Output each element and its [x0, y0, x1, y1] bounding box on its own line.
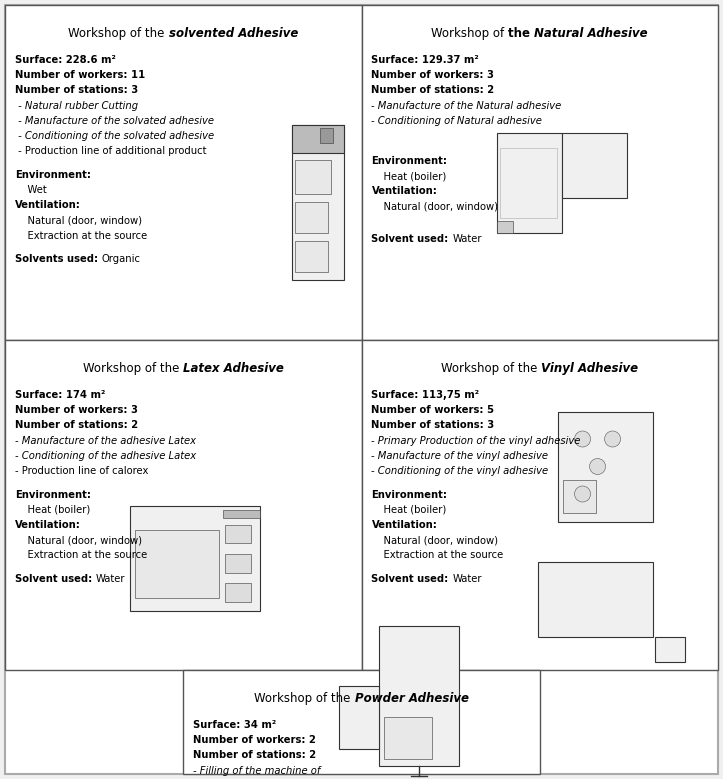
- Bar: [225, 583, 251, 602]
- Text: Surface: 174 m²: Surface: 174 m²: [15, 390, 106, 400]
- Text: - Production line of additional product: - Production line of additional product: [15, 146, 207, 157]
- Circle shape: [589, 459, 606, 474]
- Text: Surface: 113,75 m²: Surface: 113,75 m²: [372, 390, 479, 400]
- Circle shape: [575, 431, 591, 447]
- Text: Latex Adhesive: Latex Adhesive: [183, 362, 283, 375]
- Text: Environment:: Environment:: [372, 156, 448, 166]
- Text: Number of stations: 3: Number of stations: 3: [15, 86, 138, 95]
- Text: Solvent used:: Solvent used:: [372, 234, 453, 244]
- Text: - Filling of the machine of: - Filling of the machine of: [193, 766, 320, 776]
- Text: Surface: 34 m²: Surface: 34 m²: [193, 720, 276, 730]
- Text: Surface: 228.6 m²: Surface: 228.6 m²: [15, 55, 116, 65]
- Text: Extraction at the source: Extraction at the source: [15, 550, 147, 560]
- Text: - Manufacture of the vinyl adhesive: - Manufacture of the vinyl adhesive: [372, 451, 549, 461]
- Bar: [294, 203, 328, 233]
- Text: Number of workers: 2: Number of workers: 2: [193, 735, 316, 746]
- Text: - Conditioning of the adhesive Latex: - Conditioning of the adhesive Latex: [15, 451, 196, 461]
- Bar: [362, 340, 718, 670]
- Bar: [500, 148, 557, 218]
- Text: Water: Water: [453, 234, 482, 244]
- Text: Number of workers: 5: Number of workers: 5: [372, 405, 495, 415]
- Text: Water: Water: [95, 574, 125, 584]
- Text: Ventilation:: Ventilation:: [372, 186, 437, 196]
- Text: Heat (boiler): Heat (boiler): [15, 505, 90, 515]
- Bar: [562, 132, 627, 198]
- Text: Solvent used:: Solvent used:: [372, 574, 453, 584]
- Text: Ventilation:: Ventilation:: [372, 520, 437, 530]
- Text: - Natural rubber Cutting: - Natural rubber Cutting: [15, 100, 138, 111]
- Text: - Primary Production of the vinyl adhesive: - Primary Production of the vinyl adhesi…: [372, 435, 581, 446]
- Bar: [5, 5, 362, 340]
- Text: Natural (door, window): Natural (door, window): [15, 215, 142, 225]
- Bar: [294, 160, 331, 195]
- Text: Wet: Wet: [15, 185, 47, 195]
- Text: Vinyl Adhesive: Vinyl Adhesive: [542, 362, 638, 375]
- Text: Environment:: Environment:: [372, 489, 448, 499]
- Text: Heat (boiler): Heat (boiler): [372, 505, 447, 515]
- Bar: [291, 125, 343, 280]
- Text: Solvents used:: Solvents used:: [15, 254, 102, 264]
- Text: Workshop of: Workshop of: [432, 27, 508, 40]
- Text: - Manufacture of the adhesive Latex: - Manufacture of the adhesive Latex: [15, 435, 196, 446]
- Bar: [225, 524, 251, 544]
- Text: Extraction at the source: Extraction at the source: [372, 550, 504, 560]
- Text: Extraction at the source: Extraction at the source: [15, 231, 147, 241]
- Bar: [134, 530, 219, 598]
- Text: the: the: [508, 27, 534, 40]
- Text: - Manufacture of the Natural adhesive: - Manufacture of the Natural adhesive: [372, 100, 562, 111]
- Bar: [320, 128, 333, 143]
- Text: - Conditioning of Natural adhesive: - Conditioning of Natural adhesive: [372, 116, 542, 125]
- Text: Natural (door, window): Natural (door, window): [372, 535, 498, 545]
- Text: Ventilation:: Ventilation:: [15, 520, 81, 530]
- Bar: [562, 480, 596, 513]
- Bar: [339, 686, 380, 749]
- Text: Natural (door, window): Natural (door, window): [372, 202, 498, 212]
- Text: - Conditioning of the solvated adhesive: - Conditioning of the solvated adhesive: [15, 131, 214, 141]
- Text: Workshop of the: Workshop of the: [441, 362, 542, 375]
- Text: Number of stations: 2: Number of stations: 2: [193, 750, 317, 760]
- Text: Powder Adhesive: Powder Adhesive: [354, 692, 469, 705]
- Text: Number of stations: 2: Number of stations: 2: [15, 421, 138, 431]
- Text: Number of stations: 3: Number of stations: 3: [372, 421, 495, 431]
- Bar: [654, 637, 685, 662]
- Bar: [538, 562, 653, 637]
- Text: - Manufacture of the solvated adhesive: - Manufacture of the solvated adhesive: [15, 116, 214, 125]
- Bar: [557, 411, 653, 521]
- Bar: [380, 626, 459, 766]
- Circle shape: [604, 431, 620, 447]
- Bar: [497, 220, 513, 233]
- Text: Ventilation:: Ventilation:: [15, 200, 81, 210]
- Bar: [497, 132, 562, 233]
- Text: Workshop of the: Workshop of the: [254, 692, 354, 705]
- Bar: [294, 241, 328, 272]
- Text: Surface: 129.37 m²: Surface: 129.37 m²: [372, 55, 479, 65]
- Text: Number of workers: 3: Number of workers: 3: [372, 70, 495, 80]
- Circle shape: [575, 486, 591, 502]
- Bar: [183, 670, 540, 774]
- Bar: [385, 717, 432, 759]
- Text: - Conditioning of the vinyl adhesive: - Conditioning of the vinyl adhesive: [372, 466, 549, 476]
- Bar: [223, 509, 260, 518]
- Bar: [362, 5, 718, 340]
- Text: Number of stations: 2: Number of stations: 2: [372, 86, 495, 95]
- Text: solvented Adhesive: solvented Adhesive: [168, 27, 298, 40]
- Text: Number of workers: 11: Number of workers: 11: [15, 70, 145, 80]
- Text: - Production line of calorex: - Production line of calorex: [15, 466, 148, 476]
- Text: Heat (boiler): Heat (boiler): [372, 171, 447, 182]
- Text: Environment:: Environment:: [15, 170, 91, 180]
- Text: Workshop of the: Workshop of the: [82, 362, 183, 375]
- Text: Solvent used:: Solvent used:: [15, 574, 95, 584]
- Bar: [129, 506, 260, 611]
- Text: Number of workers: 3: Number of workers: 3: [15, 405, 138, 415]
- Bar: [5, 340, 362, 670]
- Text: Environment:: Environment:: [15, 489, 91, 499]
- Bar: [225, 554, 251, 573]
- Text: Water: Water: [453, 574, 482, 584]
- Text: Natural Adhesive: Natural Adhesive: [534, 27, 648, 40]
- Text: Natural (door, window): Natural (door, window): [15, 535, 142, 545]
- Bar: [291, 125, 343, 153]
- Text: Workshop of the: Workshop of the: [69, 27, 168, 40]
- Text: Organic: Organic: [102, 254, 141, 264]
